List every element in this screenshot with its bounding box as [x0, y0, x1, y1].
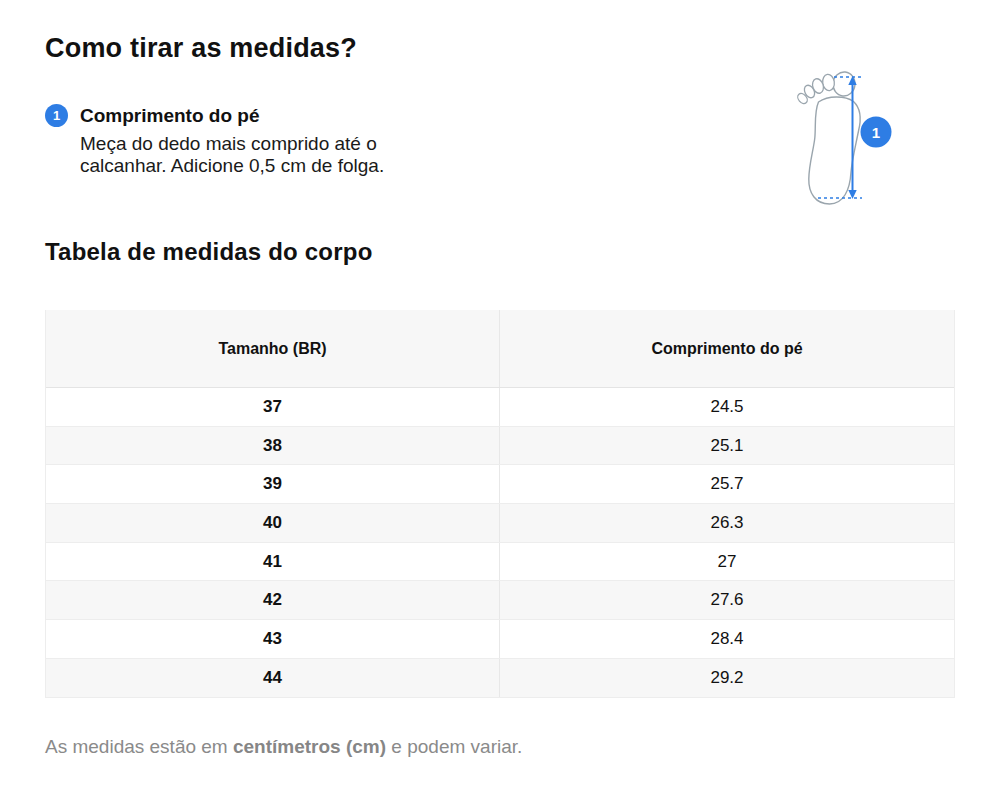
table-row: 41 27 — [46, 543, 954, 582]
diagram-step-1-badge-label: 1 — [872, 124, 880, 141]
foot-length-cell: 29.2 — [500, 659, 954, 697]
size-cell: 39 — [46, 465, 500, 503]
size-cell: 43 — [46, 620, 500, 658]
table-row: 39 25.7 — [46, 465, 954, 504]
page-title: Como tirar as medidas? — [45, 33, 955, 64]
table-row: 44 29.2 — [46, 659, 954, 698]
size-cell: 40 — [46, 504, 500, 542]
footnote-prefix: As medidas estão em — [45, 736, 233, 757]
size-guide-panel: Como tirar as medidas? 1 Comprimento do … — [0, 0, 1000, 758]
size-table: Tamanho (BR) Comprimento do pé 37 24.5 3… — [45, 310, 955, 698]
size-cell: 38 — [46, 427, 500, 465]
foot-length-cell: 26.3 — [500, 504, 954, 542]
size-cell: 44 — [46, 659, 500, 697]
table-row: 40 26.3 — [46, 504, 954, 543]
table-row: 42 27.6 — [46, 581, 954, 620]
measurements-footnote: As medidas estão em centímetros (cm) e p… — [45, 736, 955, 758]
instruction-text-block: Comprimento do pé Meça do dedo mais comp… — [80, 104, 428, 177]
foot-length-cell: 27.6 — [500, 581, 954, 619]
instruction-description: Meça do dedo mais comprido até o calcanh… — [80, 133, 428, 177]
foot-length-cell: 25.1 — [500, 427, 954, 465]
foot-length-cell: 24.5 — [500, 388, 954, 426]
column-header-foot-length: Comprimento do pé — [500, 310, 954, 387]
table-row: 43 28.4 — [46, 620, 954, 659]
foot-length-cell: 25.7 — [500, 465, 954, 503]
size-cell: 41 — [46, 543, 500, 581]
size-cell: 37 — [46, 388, 500, 426]
table-body: 37 24.5 38 25.1 39 25.7 40 26.3 41 27 42… — [46, 388, 954, 698]
instruction-heading: Comprimento do pé — [80, 104, 428, 127]
footnote-suffix: e podem variar. — [386, 736, 522, 757]
footnote-unit: centímetros (cm) — [233, 736, 386, 757]
foot-length-cell: 28.4 — [500, 620, 954, 658]
size-cell: 42 — [46, 581, 500, 619]
table-section-title: Tabela de medidas do corpo — [45, 238, 955, 266]
step-1-badge: 1 — [45, 104, 68, 127]
table-row: 38 25.1 — [46, 427, 954, 466]
foot-length-cell: 27 — [500, 543, 954, 581]
foot-measurement-diagram-icon: 1 — [788, 68, 898, 213]
table-header-row: Tamanho (BR) Comprimento do pé — [46, 310, 954, 388]
column-header-size: Tamanho (BR) — [46, 310, 500, 387]
table-row: 37 24.5 — [46, 388, 954, 427]
